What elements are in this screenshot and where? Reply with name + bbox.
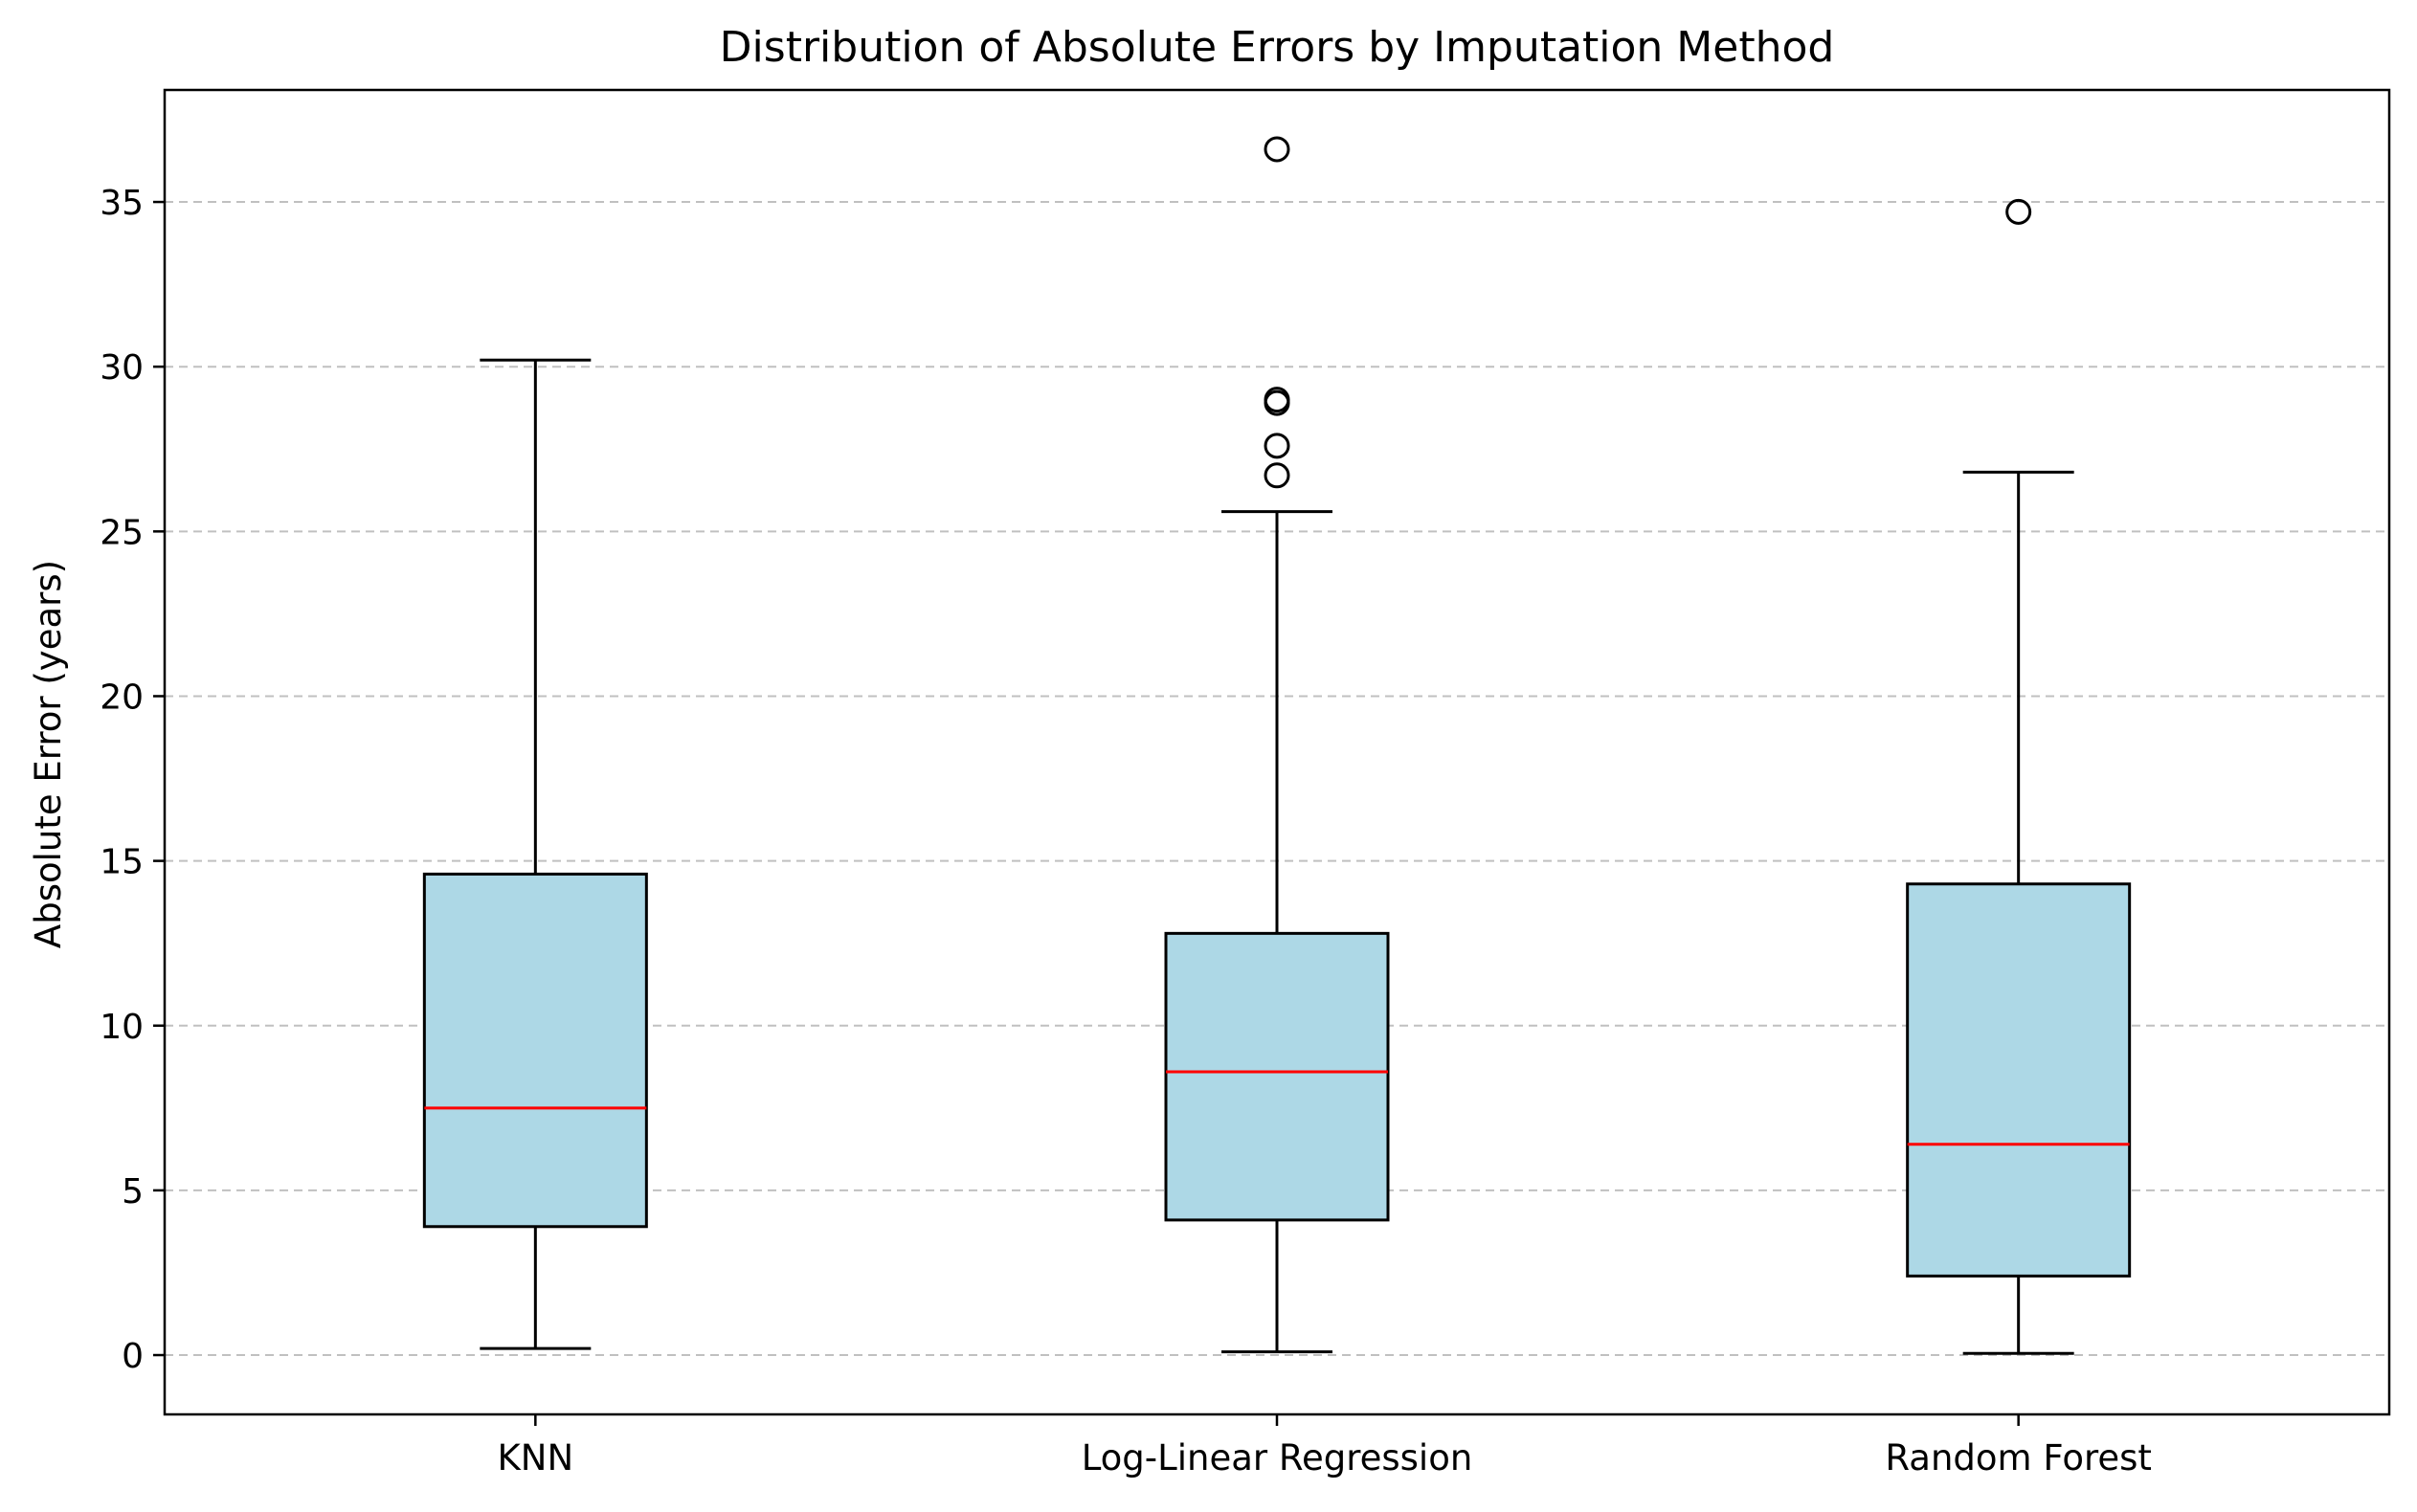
chart-title: Distribution of Absolute Errors by Imput…	[720, 23, 1835, 72]
y-tick-label: 25	[100, 513, 144, 552]
outlier-point	[2005, 198, 2032, 225]
iqr-box	[422, 872, 648, 1229]
y-axis-label: Absolute Error (years)	[28, 560, 69, 948]
y-tick-label: 5	[122, 1172, 144, 1212]
outlier-point	[1264, 136, 1290, 163]
outlier-point	[1264, 433, 1290, 459]
box-group	[1164, 136, 1390, 1354]
outlier-point	[1264, 387, 1290, 413]
box-group	[1906, 198, 2132, 1355]
boxes	[422, 136, 2132, 1355]
y-tick-label: 0	[122, 1337, 144, 1376]
iqr-box	[1164, 931, 1390, 1222]
x-tick-label: KNN	[498, 1437, 574, 1479]
y-tick-label: 10	[100, 1008, 144, 1047]
y-tick-label: 35	[100, 184, 144, 223]
plot-frame	[163, 88, 2391, 1416]
box-group	[422, 358, 648, 1350]
y-tick-label: 15	[100, 843, 144, 882]
axis-ticks: 0 5 10 15 20 25 30 35 KNN Log-Linear Regression Ra…	[100, 184, 2152, 1479]
outlier-point	[1264, 462, 1290, 489]
iqr-box	[1906, 882, 2132, 1278]
y-tick-label: 20	[100, 678, 144, 717]
y-tick-label: 30	[100, 348, 144, 388]
x-tick-label: Random Forest	[1885, 1437, 2152, 1479]
x-tick-label: Log-Linear Regression	[1082, 1437, 1473, 1479]
